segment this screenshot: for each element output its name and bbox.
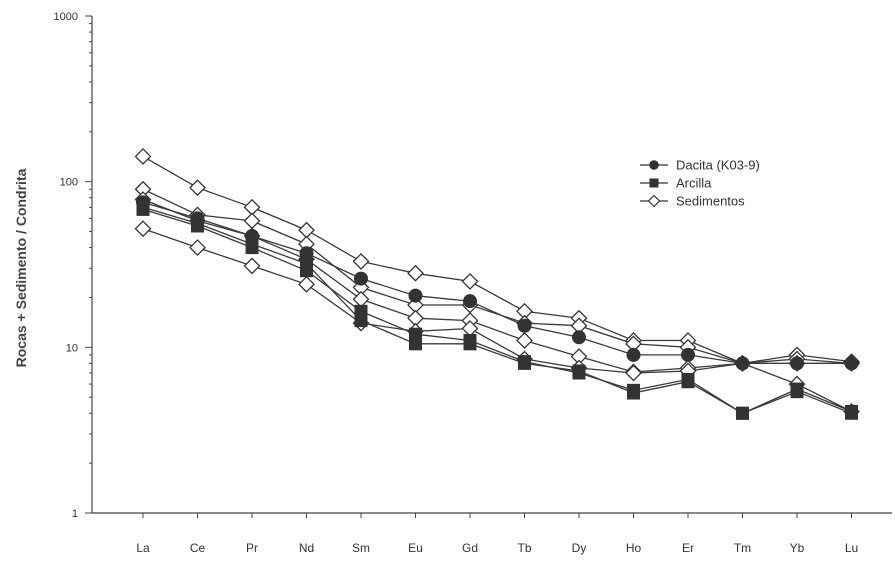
legend-label: Arcilla bbox=[676, 176, 712, 191]
data-point bbox=[790, 382, 804, 396]
y-axis-label: Rocas + Sedimento / Condrita bbox=[13, 168, 29, 367]
data-point bbox=[298, 221, 315, 239]
data-point bbox=[572, 366, 586, 380]
y-tick-label: 1000 bbox=[54, 11, 78, 23]
series-group bbox=[134, 148, 860, 420]
data-point bbox=[409, 327, 422, 341]
data-point bbox=[352, 290, 370, 308]
series-line bbox=[142, 201, 852, 365]
data-point bbox=[844, 356, 859, 371]
x-ticks: La Ce Pr Nd Sm Eu Gd Tb Dy Ho Er Tm Yb Lu bbox=[136, 513, 858, 555]
data-point bbox=[354, 271, 368, 286]
data-point bbox=[243, 212, 261, 230]
data-point bbox=[518, 355, 531, 369]
axes bbox=[91, 16, 892, 514]
data-point bbox=[134, 148, 152, 165]
data-point bbox=[300, 264, 313, 278]
data-point bbox=[627, 383, 640, 397]
x-tick-label: Sm bbox=[352, 541, 370, 555]
data-point bbox=[407, 264, 424, 282]
x-tick-label: Er bbox=[682, 541, 694, 555]
x-tick-label: Nd bbox=[299, 541, 314, 555]
data-point bbox=[461, 272, 479, 290]
legend-label: Sedimentos bbox=[676, 194, 745, 209]
data-point bbox=[298, 275, 315, 293]
data-point bbox=[463, 294, 477, 309]
x-tick-label: Tb bbox=[517, 541, 531, 555]
legend-item: Dacita (K03-9) bbox=[640, 158, 760, 173]
series-line bbox=[142, 208, 852, 415]
legend-marker bbox=[649, 160, 659, 170]
data-point bbox=[736, 406, 749, 420]
data-point bbox=[735, 356, 750, 371]
legend: Dacita (K03-9) Arcilla Sedimentos bbox=[640, 158, 760, 209]
data-point bbox=[189, 239, 206, 257]
data-point bbox=[408, 288, 423, 303]
x-tick-label: Eu bbox=[408, 541, 423, 555]
x-tick-label: Dy bbox=[572, 541, 587, 555]
data-point bbox=[136, 195, 150, 210]
data-point bbox=[245, 228, 259, 243]
y-ticks: 1 10 100 1000 bbox=[54, 11, 92, 520]
x-tick-label: Ce bbox=[190, 541, 206, 555]
data-point bbox=[299, 246, 314, 261]
series-line bbox=[142, 155, 852, 365]
legend-marker bbox=[649, 178, 659, 188]
data-point bbox=[845, 404, 858, 418]
y-tick-label: 10 bbox=[66, 342, 78, 354]
series-arcilla bbox=[136, 202, 858, 420]
legend-label: Dacita (K03-9) bbox=[676, 158, 760, 173]
data-point bbox=[625, 364, 642, 382]
y-tick-label: 100 bbox=[60, 177, 78, 189]
data-point bbox=[681, 372, 695, 386]
data-point bbox=[572, 330, 586, 345]
data-point bbox=[245, 241, 259, 255]
series-sedimentos bbox=[134, 220, 860, 420]
data-point bbox=[517, 318, 532, 333]
series-sedimentos bbox=[134, 180, 860, 372]
data-point bbox=[354, 304, 368, 318]
legend-item: Sedimentos bbox=[640, 194, 745, 209]
legend-marker bbox=[647, 194, 661, 208]
x-tick-label: Lu bbox=[845, 541, 858, 555]
x-tick-label: Gd bbox=[462, 541, 478, 555]
x-tick-label: Tm bbox=[734, 541, 751, 555]
x-tick-label: Pr bbox=[246, 541, 258, 555]
series-line bbox=[142, 228, 852, 413]
data-point bbox=[626, 347, 641, 362]
x-tick-label: Ho bbox=[626, 541, 642, 555]
data-point bbox=[463, 333, 477, 347]
x-tick-label: Yb bbox=[790, 541, 805, 555]
data-point bbox=[134, 220, 152, 238]
series-sedimentos bbox=[134, 148, 860, 372]
data-point bbox=[516, 332, 533, 349]
x-tick-label: La bbox=[136, 541, 150, 555]
data-point bbox=[190, 211, 205, 226]
y-tick-label: 1 bbox=[72, 508, 78, 520]
legend-item: Arcilla bbox=[640, 176, 712, 191]
data-point bbox=[352, 253, 370, 270]
data-point bbox=[189, 179, 206, 197]
data-point bbox=[790, 356, 804, 371]
series-dacita-k03-9 bbox=[136, 195, 859, 371]
data-point bbox=[243, 257, 261, 275]
data-point bbox=[681, 347, 695, 362]
